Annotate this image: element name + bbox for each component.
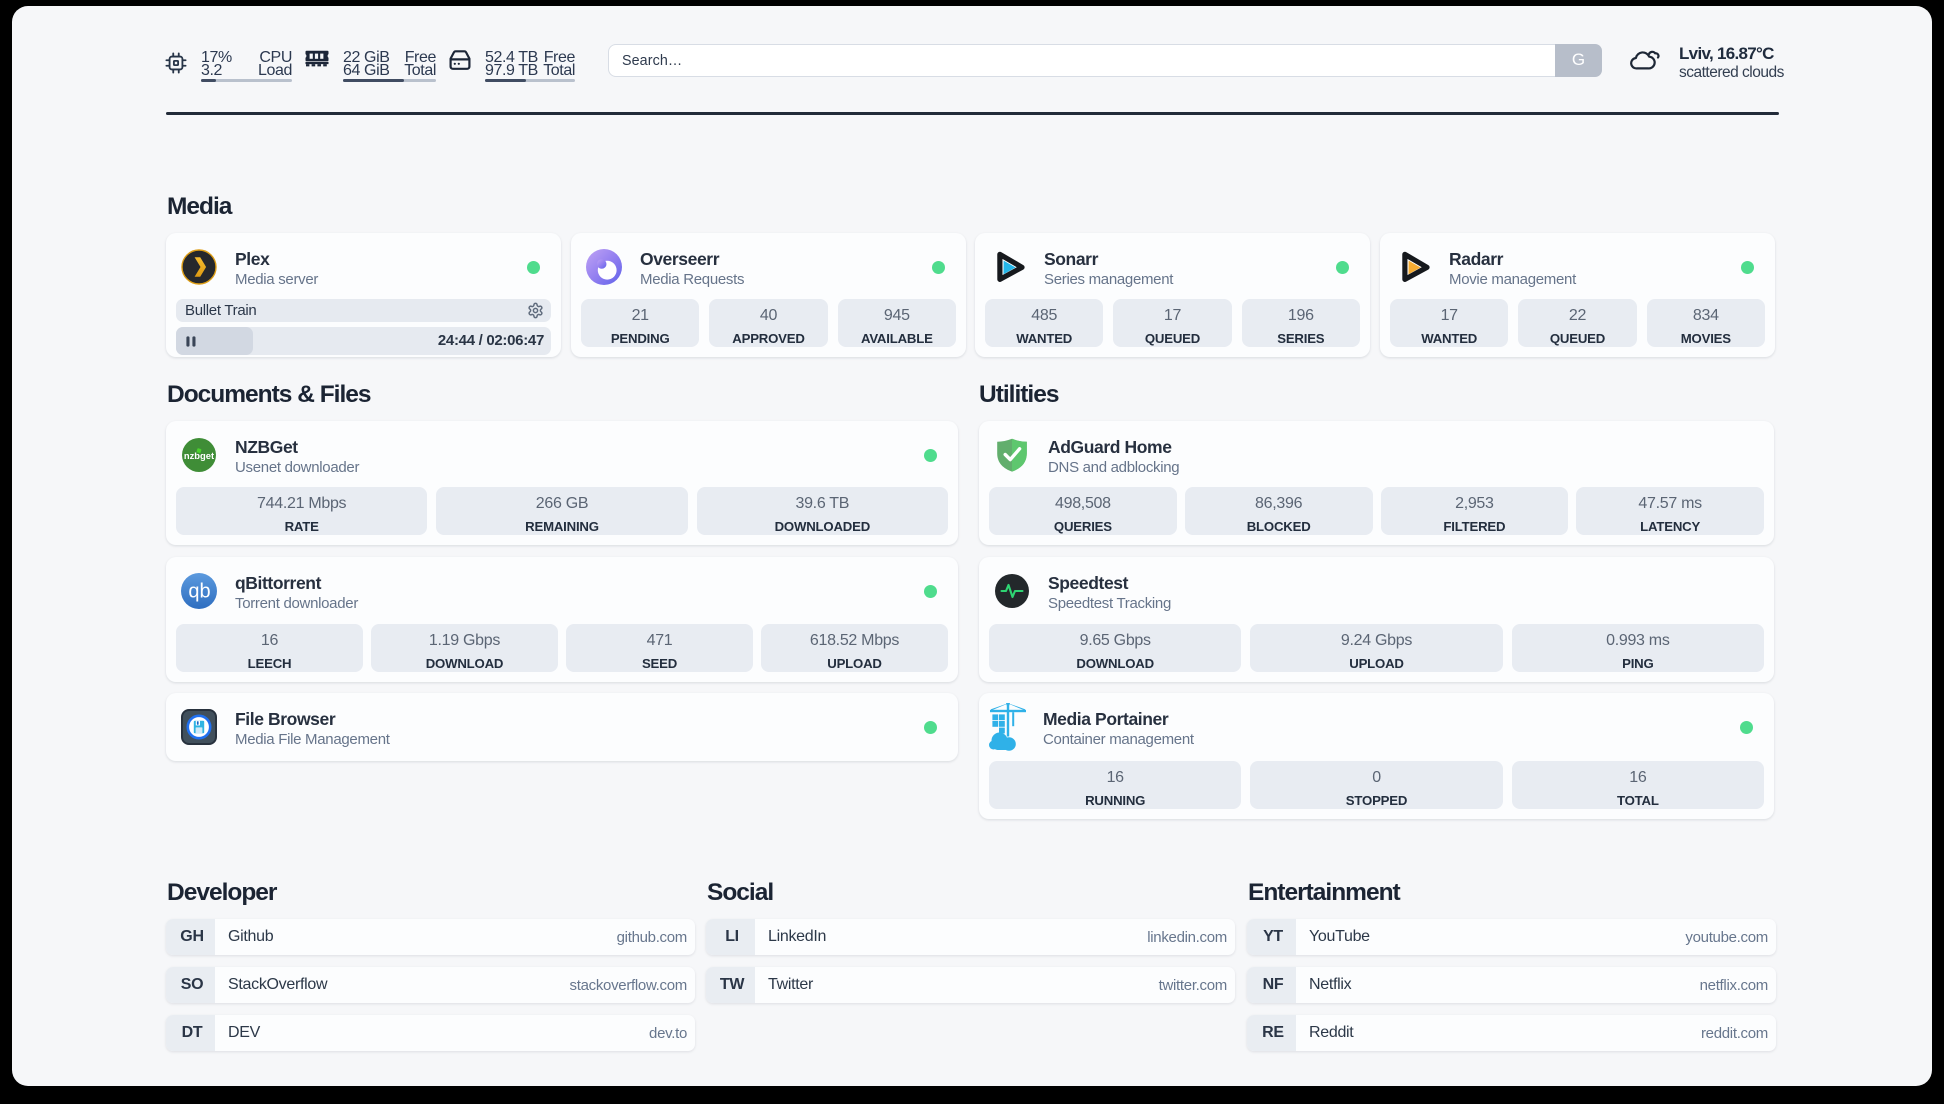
- svg-text:nzbget: nzbget: [184, 450, 214, 461]
- svg-text:qb: qb: [188, 581, 210, 603]
